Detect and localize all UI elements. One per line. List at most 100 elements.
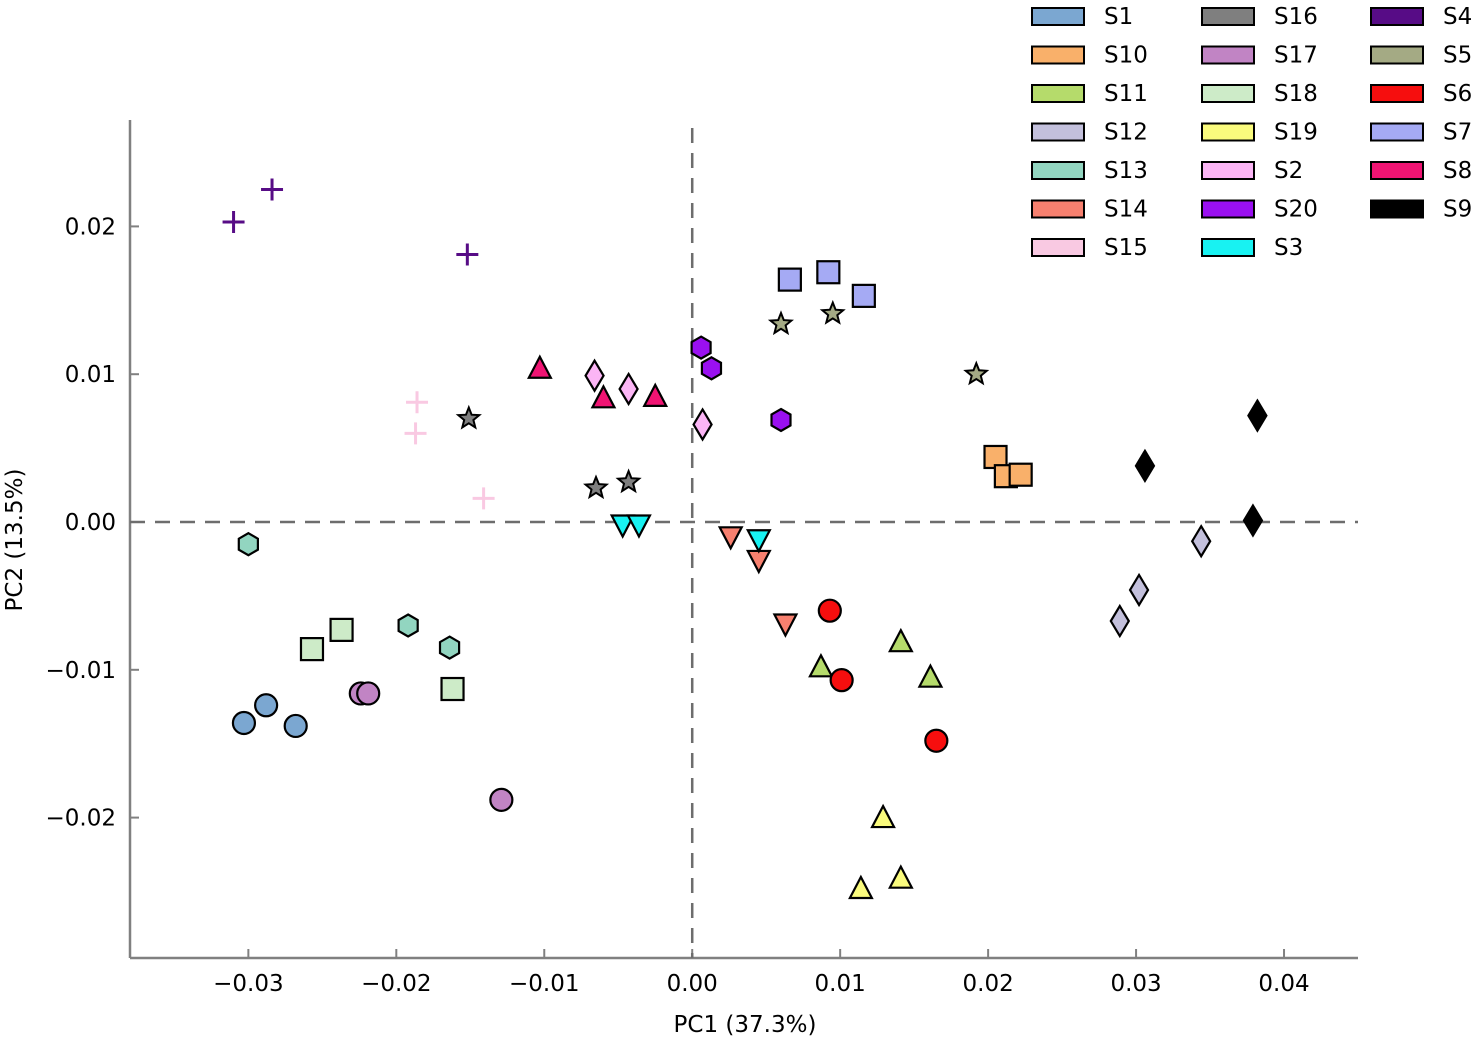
y-tick-label: 0.02 [65, 214, 116, 240]
point-s11 [808, 652, 834, 678]
x-tick-label: −0.03 [213, 971, 283, 997]
series-s3 [609, 514, 772, 554]
legend-label: S12 [1104, 120, 1148, 146]
legend-label: S14 [1104, 197, 1148, 223]
point-s9 [1134, 448, 1156, 483]
point-s18 [299, 637, 325, 662]
legend-swatch [1031, 122, 1085, 142]
point-s12 [1128, 572, 1150, 608]
x-tick-label: 0.00 [667, 971, 718, 997]
legend-label: S8 [1443, 158, 1472, 184]
legend-label: S3 [1274, 235, 1303, 261]
legend-swatch [1370, 45, 1424, 65]
point-s1 [254, 693, 279, 718]
x-tick-label: 0.02 [963, 971, 1014, 997]
series-s2 [584, 358, 713, 442]
legend-item-s10: S10 [1031, 43, 1148, 69]
point-s14 [717, 526, 744, 551]
point-s13 [237, 531, 259, 557]
legend-label: S9 [1443, 197, 1472, 223]
legend-label: S1 [1104, 4, 1133, 30]
point-s19 [870, 803, 896, 829]
legend-label: S19 [1274, 120, 1318, 146]
legend-item-s14: S14 [1031, 197, 1148, 223]
point-s2 [584, 358, 605, 393]
point-s13 [438, 635, 461, 660]
legend-swatch [1201, 84, 1255, 103]
y-axis-label: PC2 (13.5%) [2, 469, 28, 612]
series-s13 [237, 531, 461, 660]
series-s17 [348, 681, 514, 812]
point-s7 [777, 267, 802, 292]
series-s7 [777, 260, 876, 308]
x-tick-label: 0.03 [1110, 971, 1161, 997]
legend-item-s15: S15 [1031, 235, 1148, 261]
point-s6 [924, 728, 949, 753]
point-s17 [356, 681, 381, 706]
point-s20 [700, 356, 723, 381]
point-s17 [489, 787, 514, 812]
series-s6 [817, 598, 949, 753]
point-s19 [848, 874, 874, 900]
x-axis-label: PC1 (37.3%) [674, 1012, 817, 1038]
series-s20 [690, 335, 792, 433]
point-s15 [472, 487, 495, 510]
legend-item-s6: S6 [1370, 81, 1472, 107]
legend-item-s7: S7 [1370, 120, 1472, 146]
legend-item-s17: S17 [1201, 43, 1318, 69]
x-tick-label: −0.01 [509, 971, 579, 997]
point-s4 [456, 243, 479, 266]
point-s1 [283, 713, 308, 739]
point-s8 [590, 383, 617, 409]
x-tick-label: 0.01 [815, 971, 866, 997]
point-s6 [829, 668, 854, 693]
axes: −0.03 −0.02 −0.01 0.00 0.01 0.02 0.03 0.04 −0.02… [46, 120, 1358, 997]
legend-item-s20: S20 [1201, 197, 1318, 223]
series-s4 [222, 178, 479, 266]
legend-item-s5: S5 [1370, 43, 1472, 69]
point-s20 [690, 335, 712, 360]
legend-swatch [1031, 45, 1085, 65]
legend-label: S20 [1274, 197, 1318, 223]
legend-item-s13: S13 [1031, 158, 1148, 184]
legend-item-s4: S4 [1370, 4, 1472, 30]
legend-swatch [1370, 199, 1424, 219]
legend-label: S4 [1443, 4, 1472, 30]
legend-item-s8: S8 [1370, 158, 1472, 184]
legend-item-s3: S3 [1201, 235, 1303, 261]
point-s10 [1008, 462, 1033, 487]
legend-swatch [1201, 199, 1255, 219]
legend-item-s1: S1 [1031, 4, 1133, 30]
legend-item-s19: S19 [1201, 120, 1318, 146]
point-s8 [642, 382, 669, 407]
legend-label: S16 [1274, 4, 1318, 30]
legend-item-s18: S18 [1201, 81, 1318, 107]
point-s12 [1190, 524, 1212, 559]
point-s18 [440, 676, 465, 702]
legend-swatch [1031, 84, 1085, 103]
series-s5 [767, 299, 990, 386]
x-tick-label: −0.02 [361, 971, 431, 997]
y-tick-label: −0.01 [46, 658, 116, 684]
point-s19 [888, 864, 914, 889]
legend-item-s16: S16 [1201, 4, 1318, 30]
point-s7 [816, 260, 841, 285]
legend-swatch [1201, 45, 1255, 65]
point-s16 [583, 474, 610, 500]
legend-swatch [1031, 161, 1085, 180]
point-s3 [745, 529, 772, 554]
legend-swatch [1201, 7, 1255, 26]
legend-swatch [1031, 7, 1085, 26]
point-s20 [770, 407, 792, 433]
legend-item-s11: S11 [1031, 81, 1148, 107]
point-s16 [615, 468, 642, 494]
legend-label: S11 [1104, 81, 1148, 107]
legend-swatch [1370, 161, 1424, 180]
point-s11 [917, 663, 944, 688]
x-tick-label: 0.04 [1258, 971, 1309, 997]
legend-label: S5 [1443, 43, 1472, 69]
legend-label: S10 [1104, 43, 1148, 69]
legend-swatch [1201, 238, 1255, 257]
legend-swatch [1201, 122, 1255, 142]
